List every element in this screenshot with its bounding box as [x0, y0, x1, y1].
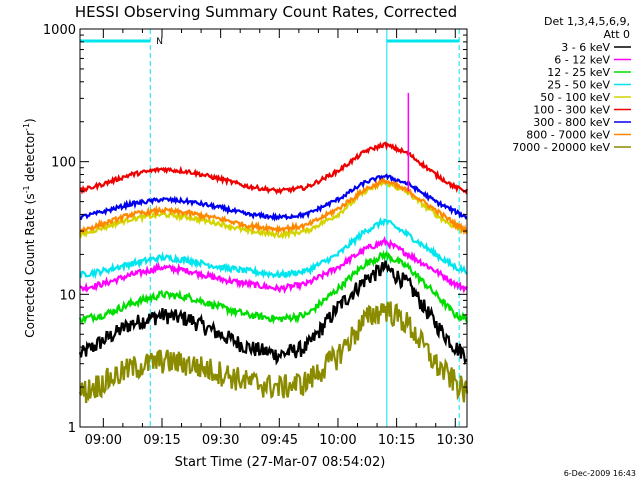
y-tick-label: 100: [51, 156, 76, 171]
legend-label: 7000 - 20000 keV: [512, 141, 610, 154]
y-axis-label-end: ): [23, 118, 37, 123]
legend-label: 800 - 7000 keV: [526, 129, 610, 142]
series-line: [78, 260, 468, 366]
x-tick-label: 09:00: [85, 433, 122, 448]
series-line: [79, 216, 468, 280]
chart-title: HESSI Observing Summary Count Rates, Cor…: [75, 3, 457, 21]
legend-label: 100 - 300 keV: [533, 104, 610, 117]
y-axis-label: Corrected Count Rate (s-1 detector-1): [22, 118, 37, 337]
y-axis-label-sup1: -1: [22, 185, 31, 193]
series-line: [78, 250, 469, 325]
legend-label: 25 - 50 keV: [547, 79, 610, 92]
y-axis: 1 10 100 1000: [43, 23, 467, 436]
x-tick-label: 09:45: [261, 433, 298, 448]
legend-label: 50 - 100 keV: [540, 91, 610, 104]
series-line: [78, 301, 469, 404]
series-line: [79, 235, 468, 294]
series-group: [78, 92, 469, 404]
series-line: [79, 177, 468, 236]
generation-timestamp: 6-Dec-2009 16:43: [564, 469, 636, 478]
night-label: N: [156, 37, 163, 47]
y-axis-label-main: Corrected Count Rate (s: [23, 193, 37, 337]
y-tick-label: 1: [68, 421, 76, 436]
plot-area: N 1 10 100 1000 09:00 09:15 09:30 09:45 10:00 10…: [43, 23, 474, 448]
x-tick-label: 09:15: [143, 433, 180, 448]
x-tick-label: 10:15: [378, 433, 415, 448]
y-tick-label: 10: [59, 288, 76, 303]
series-line: [79, 141, 469, 195]
legend-label: 12 - 25 keV: [547, 66, 610, 79]
y-tick-label: 1000: [43, 23, 76, 38]
x-tick-label: 09:30: [202, 433, 239, 448]
x-axis: 09:00 09:15 09:30 09:45 10:00 10:15 10:30: [85, 29, 474, 448]
legend-label: 3 - 6 keV: [561, 41, 610, 54]
legend-label: 6 - 12 keV: [554, 54, 610, 67]
legend-header-1: Det 1,3,4,5,6,9,: [544, 15, 630, 28]
x-axis-label: Start Time (27-Mar-07 08:54:02): [175, 455, 386, 470]
legend-label: 300 - 800 keV: [533, 116, 610, 129]
y-axis-label-sup2: -1: [22, 123, 31, 131]
plot-frame: [79, 28, 468, 428]
x-tick-label: 10:30: [437, 433, 474, 448]
x-tick-label: 10:00: [319, 433, 356, 448]
legend-header-2: Att 0: [604, 28, 630, 41]
series-line: [79, 173, 468, 222]
y-axis-label-mid: detector: [23, 131, 37, 186]
